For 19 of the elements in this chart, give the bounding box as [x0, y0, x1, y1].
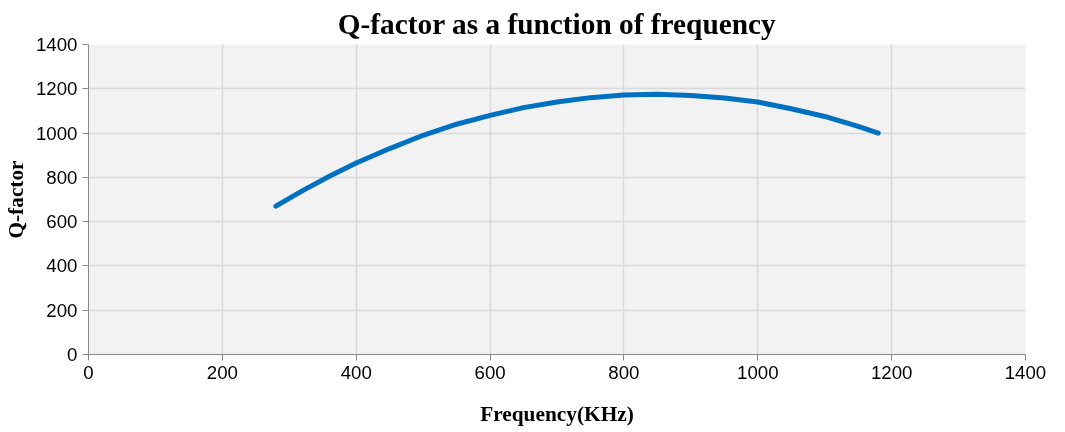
- x-tick-label: 200: [206, 361, 238, 383]
- chart-title: Q-factor as a function of frequency: [337, 7, 777, 40]
- y-tick-label: 0: [67, 344, 78, 365]
- y-tick-label: 1200: [36, 78, 78, 100]
- x-tick-label: 400: [340, 361, 372, 383]
- x-axis-title: Frequency(KHz): [480, 401, 634, 426]
- y-tick-label: 400: [46, 255, 78, 277]
- x-tick-label: 1000: [737, 361, 779, 383]
- x-tick-label: 800: [608, 361, 640, 383]
- x-tick-label: 1200: [870, 361, 913, 383]
- x-tick-label: 1400: [1004, 361, 1047, 383]
- x-tick-label: 600: [474, 361, 506, 383]
- y-tick-label: 600: [46, 211, 78, 233]
- y-tick-label: 200: [46, 299, 78, 321]
- y-axis-title: Q-factor: [4, 159, 28, 239]
- y-tick-label: 1000: [36, 122, 78, 144]
- y-tick-label: 1400: [36, 34, 78, 55]
- x-tick-label: 0: [83, 361, 94, 383]
- y-tick-label: 800: [46, 166, 78, 188]
